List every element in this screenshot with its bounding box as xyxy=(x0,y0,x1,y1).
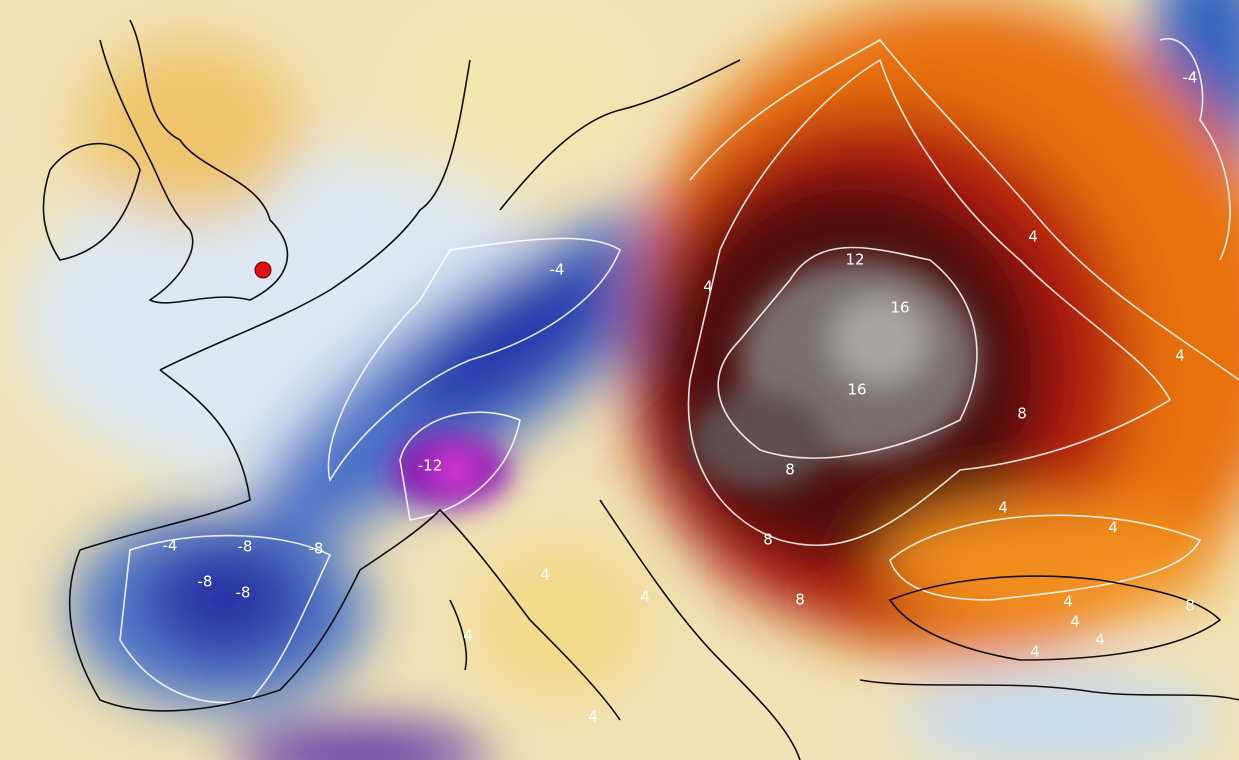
contour-label: 4 xyxy=(703,278,713,296)
contour-label: -4 xyxy=(1183,69,1198,87)
contour-label: 4 xyxy=(540,566,550,584)
contour-label: 4 xyxy=(1095,631,1105,649)
contour-label: 4 xyxy=(463,627,473,645)
contour-label: 8 xyxy=(795,591,805,609)
contour-lines xyxy=(119,37,1239,704)
contour-label: -8 xyxy=(198,573,213,591)
contour-label: 16 xyxy=(890,299,909,317)
coastlines xyxy=(42,19,1239,760)
contour-label: 4 xyxy=(1175,347,1185,365)
contour-label: 16 xyxy=(847,381,866,399)
contour-label: 4 xyxy=(588,708,598,726)
location-marker xyxy=(254,261,272,279)
contour-label: 4 xyxy=(640,588,650,606)
contour-label: 12 xyxy=(845,251,864,269)
contour-label: -8 xyxy=(238,538,253,556)
contour-label: 4 xyxy=(1028,228,1038,246)
contour-label: -8 xyxy=(309,540,324,558)
contour-label: 4 xyxy=(1030,643,1040,661)
contour-label: -4 xyxy=(163,537,178,555)
contour-label: -8 xyxy=(236,584,251,602)
contour-label: 4 xyxy=(1108,519,1118,537)
contour-label: 4 xyxy=(1063,593,1073,611)
contour-label: 4 xyxy=(998,499,1008,517)
contour-label: -4 xyxy=(550,261,565,279)
contour-label: 8 xyxy=(763,531,773,549)
contour-label: 8 xyxy=(1017,405,1027,423)
contour-label: 8 xyxy=(1185,597,1195,615)
anomaly-cores xyxy=(390,260,980,508)
contour-label: 4 xyxy=(1070,613,1080,631)
contour-label: -12 xyxy=(418,457,443,475)
contour-label: 8 xyxy=(785,461,795,479)
